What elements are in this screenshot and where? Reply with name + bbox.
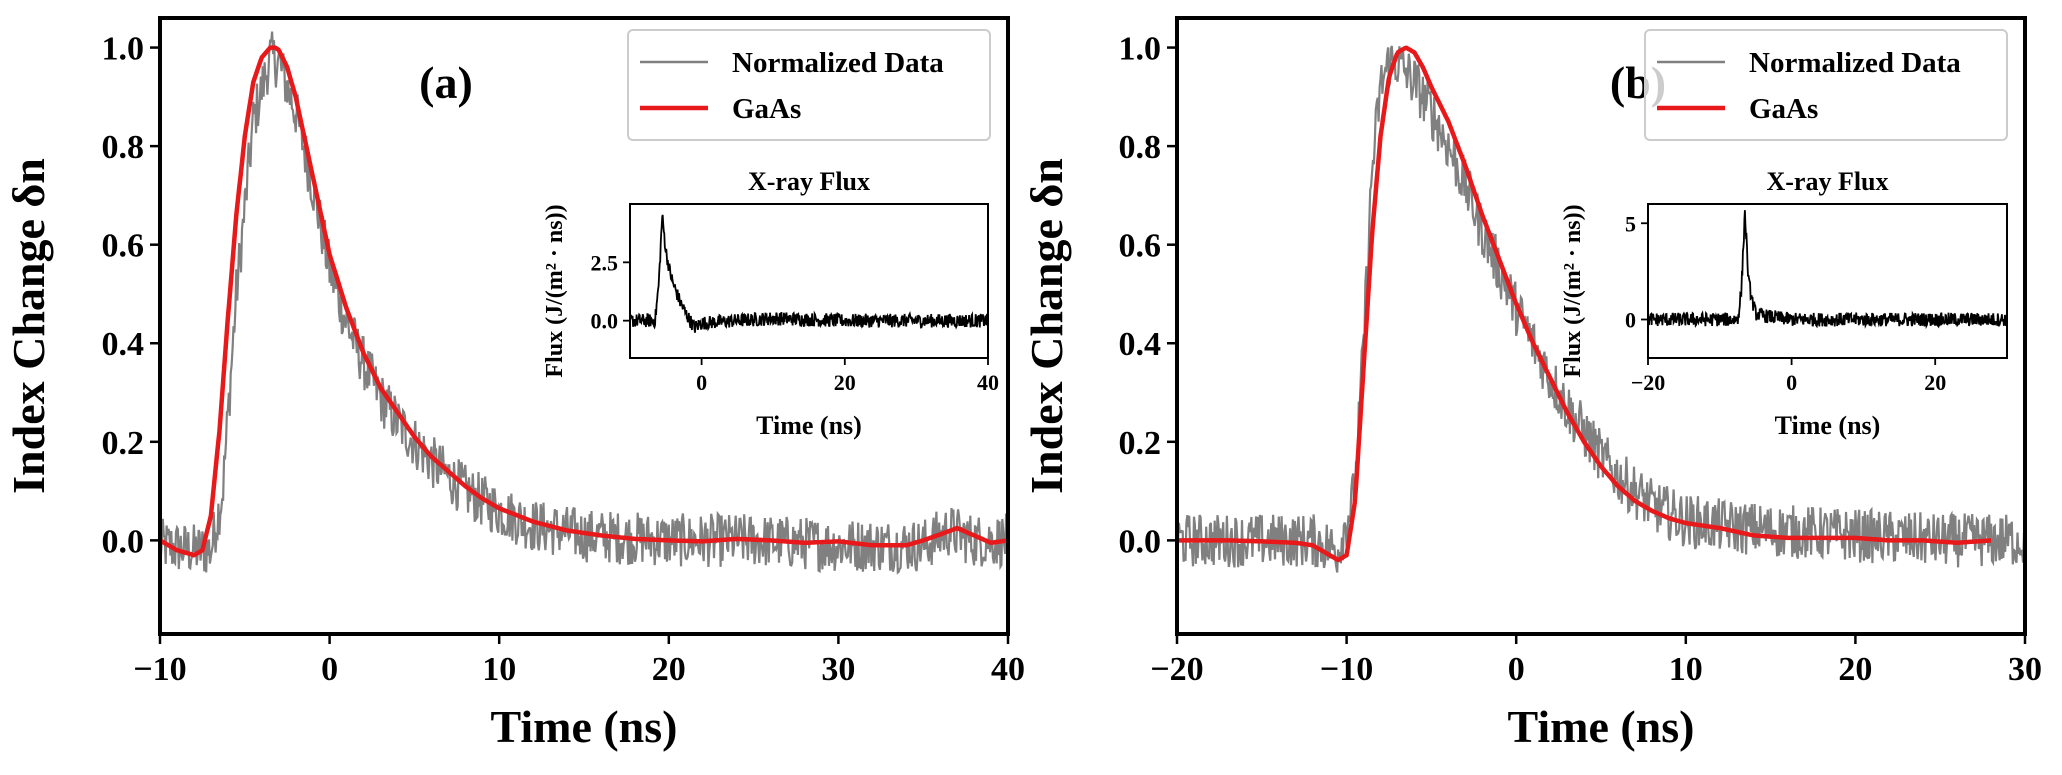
y-tick-label: 0.8 bbox=[102, 129, 145, 166]
inset-plot-area bbox=[630, 214, 988, 333]
x-tick-label: 20 bbox=[1838, 651, 1872, 688]
y-tick-label: 0.6 bbox=[1119, 228, 1162, 265]
y-tick-label: 0.8 bbox=[1119, 129, 1162, 166]
plot-area bbox=[1177, 45, 2025, 573]
x-tick-label: 0 bbox=[321, 651, 338, 688]
legend-label: Normalized Data bbox=[1749, 47, 1961, 79]
series-gaas-line bbox=[160, 45, 1008, 558]
inset-background bbox=[630, 204, 988, 358]
legend-box bbox=[627, 29, 991, 141]
legend-label: Normalized Data bbox=[732, 47, 944, 79]
series-gaas-line bbox=[1177, 45, 1992, 563]
inset-frame bbox=[629, 203, 989, 359]
inset-chart: 0 20 40 0.0 2.5 X-ray Flux Time (ns) Flux (J/(m… bbox=[542, 167, 999, 440]
x-tick-label: 20 bbox=[652, 651, 686, 688]
y-tick-label: 1.0 bbox=[102, 31, 145, 68]
inset-y-tick-label: 0.0 bbox=[591, 309, 619, 334]
inset-x-axis-label: Time (ns) bbox=[756, 411, 862, 440]
x-tick-label: −10 bbox=[133, 651, 186, 688]
y-axis-label: Index Change δn bbox=[3, 158, 54, 494]
x-tick-label: −20 bbox=[1150, 651, 1203, 688]
inset-x-tick-label: 20 bbox=[834, 370, 856, 395]
inset-x-tick-label: 20 bbox=[1924, 370, 1946, 395]
legend-label: GaAs bbox=[1749, 93, 1818, 125]
legend-label: GaAs bbox=[732, 93, 801, 125]
inset-frame bbox=[1647, 203, 2008, 359]
x-tick-label: 0 bbox=[1508, 651, 1525, 688]
inset-y-axis-label: Flux (J/(m² · ns)) bbox=[1560, 204, 1586, 377]
inset-x-axis-label: Time (ns) bbox=[1775, 411, 1881, 440]
axes-frame bbox=[158, 16, 1010, 636]
y-tick-label: 0.0 bbox=[1119, 523, 1162, 560]
inset-flux-line bbox=[630, 214, 988, 333]
inset-chart: −20 0 20 0 5 X-ray Flux Time (ns) Flux (J/(m² ·… bbox=[1560, 167, 2008, 440]
plot-area bbox=[160, 31, 1008, 575]
inset-plot-area bbox=[1648, 210, 2007, 330]
inset-y-tick-label: 2.5 bbox=[591, 250, 619, 275]
legend-box bbox=[1644, 29, 2008, 141]
inset-y-tick-label: 5 bbox=[1625, 211, 1636, 236]
y-tick-label: 0.4 bbox=[102, 326, 145, 363]
panel-label: (a) bbox=[419, 57, 473, 108]
x-tick-label: 10 bbox=[1669, 651, 1703, 688]
panel-b: −20 −10 0 10 20 30 0.0 0.2 0.4 0.6 0.8 1.0 Time (ns)… bbox=[1021, 16, 2042, 752]
panel-a: −10 0 10 20 30 40 0.0 0.2 0.4 0.6 0.8 1.0 Time (ns) I… bbox=[3, 16, 1025, 752]
x-axis-label: Time (ns) bbox=[1508, 701, 1695, 752]
axes-frame bbox=[1175, 16, 2027, 636]
x-tick-label: 30 bbox=[821, 651, 855, 688]
inset-title: X-ray Flux bbox=[748, 167, 870, 196]
inset-x-tick-label: 0 bbox=[696, 370, 707, 395]
y-tick-label: 0.2 bbox=[102, 425, 145, 462]
x-tick-label: 10 bbox=[482, 651, 516, 688]
inset-y-tick-label: 0 bbox=[1625, 308, 1636, 333]
x-tick-label: −10 bbox=[1320, 651, 1373, 688]
inset-title: X-ray Flux bbox=[1766, 167, 1888, 196]
y-axis-label: Index Change δn bbox=[1021, 158, 1072, 494]
inset-flux-line bbox=[1648, 210, 2007, 330]
inset-y-axis-label: Flux (J/(m² · ns)) bbox=[542, 204, 568, 377]
y-tick-label: 0.6 bbox=[102, 228, 145, 265]
y-tick-label: 0.2 bbox=[1119, 425, 1162, 462]
inset-x-tick-label: 0 bbox=[1786, 370, 1797, 395]
inset-x-tick-label: −20 bbox=[1631, 370, 1666, 395]
y-tick-label: 0.0 bbox=[102, 523, 145, 560]
x-tick-label: 30 bbox=[2008, 651, 2042, 688]
x-axis-label: Time (ns) bbox=[491, 701, 678, 752]
inset-x-tick-label: 40 bbox=[977, 370, 999, 395]
inset-background bbox=[1648, 204, 2007, 358]
x-tick-label: 40 bbox=[991, 651, 1025, 688]
y-tick-label: 0.4 bbox=[1119, 326, 1162, 363]
y-tick-label: 1.0 bbox=[1119, 31, 1162, 68]
